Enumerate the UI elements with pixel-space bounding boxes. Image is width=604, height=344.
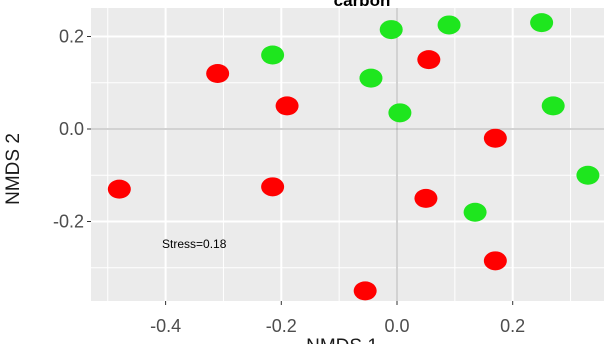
red-point — [414, 188, 438, 208]
green-point — [576, 165, 600, 185]
reference-lines — [91, 8, 604, 301]
red-point — [261, 177, 285, 197]
green-point — [388, 103, 412, 123]
green-point — [530, 13, 554, 33]
plot-panel — [91, 8, 604, 301]
x-tick-label: -0.2 — [266, 316, 297, 336]
green-point — [541, 96, 565, 116]
green-point — [379, 20, 403, 40]
x-tick-label: -0.4 — [150, 316, 181, 336]
green-point — [437, 15, 461, 35]
data-points — [107, 13, 600, 301]
stress-annotation: Stress=0.18 — [162, 237, 227, 251]
green-point — [463, 202, 487, 222]
red-point — [483, 251, 507, 271]
red-point — [417, 50, 441, 70]
red-point — [353, 281, 377, 301]
axis-ticks: -0.4 -0.2 0.0 0.2 -0.2 0.0 0.2 — [53, 27, 525, 337]
x-tick-label: 0.0 — [384, 316, 409, 336]
green-point — [359, 68, 383, 88]
red-point — [206, 64, 230, 83]
x-tick-label: 0.2 — [500, 316, 525, 336]
y-axis-title: NMDS 2 — [3, 133, 24, 205]
x-axis-title: NMDS 1 — [306, 336, 378, 344]
y-tick-label: 0.2 — [59, 27, 84, 47]
red-point — [483, 128, 507, 148]
red-point — [275, 96, 299, 116]
y-tick-label: -0.2 — [53, 212, 84, 232]
y-tick-label: 0.0 — [59, 119, 84, 139]
red-point — [107, 179, 131, 199]
green-point — [261, 45, 285, 65]
plot-title: carbon — [334, 0, 391, 10]
